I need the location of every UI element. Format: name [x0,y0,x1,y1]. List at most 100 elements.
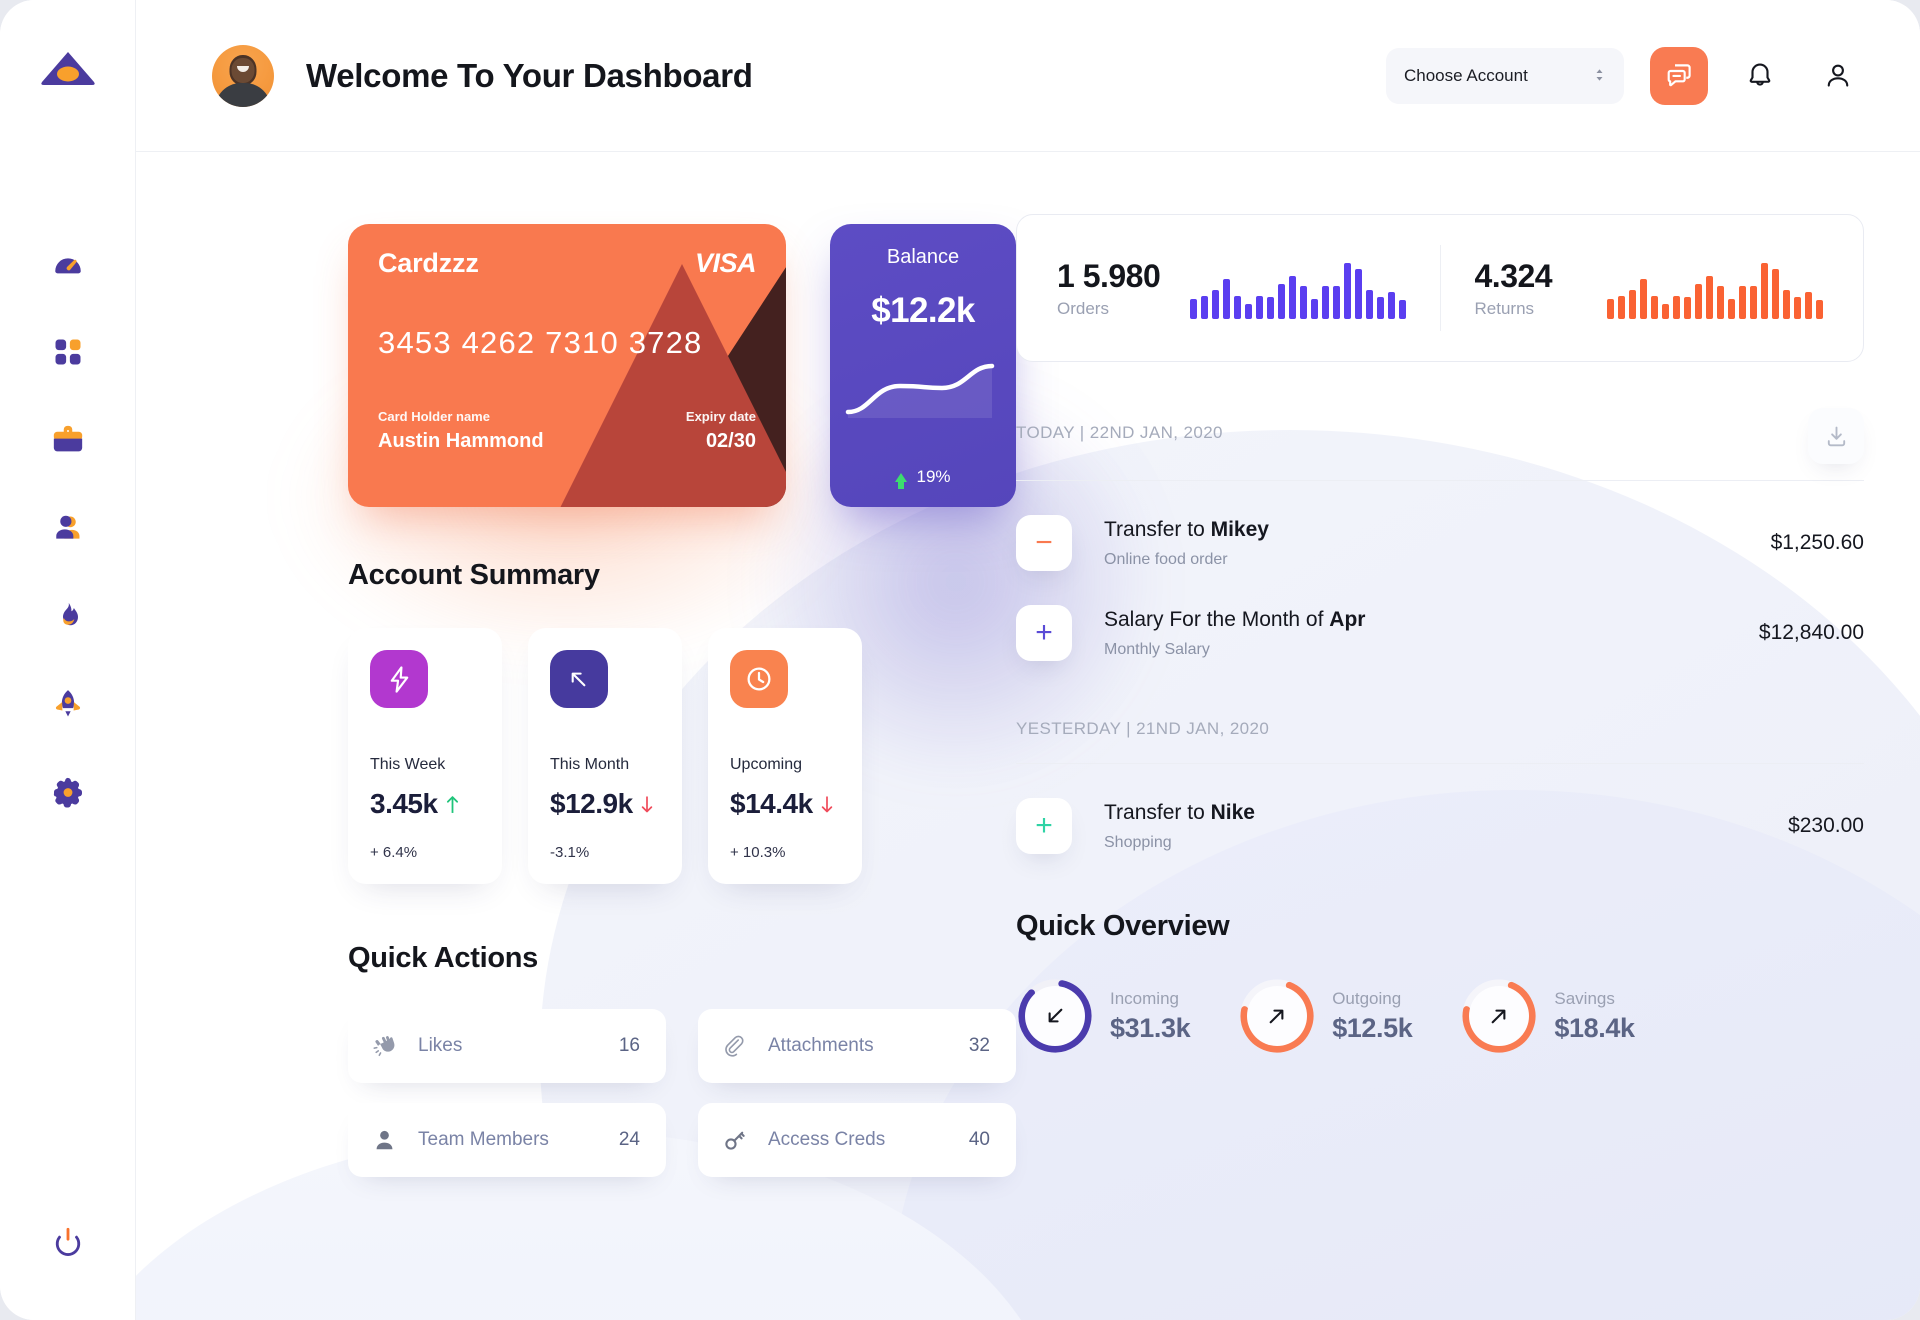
balance-card[interactable]: Balance $12.2k 19% [830,224,1016,507]
bar [1695,284,1702,319]
transaction-amount: $230.00 [1788,814,1864,837]
bar [1794,297,1801,319]
summary-label: Upcoming [730,756,803,773]
topbar: Welcome To Your Dashboard Choose Account [136,0,1920,152]
card-holder-label: Card Holder name [378,409,490,424]
cards-row: Cardzzz VISA 3453 4262 7310 3728 Card Ho… [348,224,1016,507]
returns-bar-chart [1607,257,1823,319]
transaction-title-bold: Apr [1329,607,1366,631]
main-area: Welcome To Your Dashboard Choose Account [136,0,1920,1320]
bar [1299,285,1307,319]
summary-card-upcoming[interactable]: Upcoming $14.4k + 10.3% [708,628,862,884]
incoming-ring [1016,977,1094,1055]
sidebar-item-dashboard[interactable] [40,238,96,290]
card-holder-name: Austin Hammond [378,430,544,452]
quick-overview-title: Quick Overview [1016,910,1230,942]
bar [1387,291,1395,319]
account-select-value: Choose Account [1404,65,1528,85]
overview-outgoing[interactable]: Outgoing $12.5k [1238,977,1413,1055]
profile-button[interactable] [1812,50,1864,102]
card-expiry-value: 02/30 [705,430,756,452]
bar [1398,299,1406,319]
quick-action-label: Attachments [768,1035,874,1056]
transactions-today-header: TODAY | 22ND JAN, 2020 [1016,408,1864,481]
overview-savings[interactable]: Savings $18.4k [1460,977,1635,1055]
overview-value: $12.5k [1332,1012,1413,1043]
bar [1332,286,1340,319]
sidebar-item-settings[interactable] [40,766,96,818]
person-icon [1827,64,1849,87]
summary-pct: -3.1% [550,844,590,861]
sidebar-item-trending[interactable] [40,590,96,642]
overview-label: Savings [1554,988,1615,1008]
person-fill-icon [372,1128,402,1153]
bar [1783,289,1790,319]
notifications-button[interactable] [1734,50,1786,102]
card-number: 3453 4262 7310 3728 [378,325,703,360]
savings-ring [1460,977,1538,1055]
quick-action-label: Access Creds [768,1129,886,1150]
stat-orders: 1 5.980 Orders [1023,245,1440,331]
summary-value: $14.4k [730,788,813,819]
flame-icon [62,603,78,626]
quick-action-label: Likes [418,1035,463,1056]
bar [1629,289,1636,319]
summary-pct: + 10.3% [730,844,786,861]
chat-button[interactable] [1650,46,1708,105]
arrow-up-right-icon [1247,986,1308,1046]
transaction-subtitle: Shopping [1104,833,1172,851]
briefcase-icon [53,425,82,452]
overview-label: Incoming [1110,988,1179,1008]
orders-value: 1 5.980 [1057,257,1161,294]
transaction-sign: + [1016,605,1072,661]
summary-card-this-month[interactable]: This Month $12.9k -3.1% [528,628,682,884]
download-button[interactable] [1808,408,1864,464]
account-select[interactable]: Choose Account [1386,47,1624,104]
bar [1651,295,1658,319]
bar [1354,269,1362,319]
bar [1750,286,1757,319]
bar [1761,263,1768,319]
transaction-row[interactable]: + Transfer to Nike Shopping $230.00 [1016,764,1864,854]
bar [1222,278,1230,319]
quick-action-count: 40 [968,1129,990,1150]
visa-logo: VISA [694,248,757,278]
balance-sparkline [845,363,995,418]
transaction-row[interactable]: − Transfer to Mikey Online food order $1… [1016,481,1864,571]
transaction-subtitle: Monthly Salary [1104,640,1210,658]
clap-icon [372,1034,402,1059]
bar [1211,289,1219,319]
bar [1684,296,1691,319]
right-column: 1 5.980 Orders 4.324 Returns [1016,152,1920,1320]
summary-value: 3.45k [370,788,438,819]
bar [1618,295,1625,319]
transaction-row[interactable]: + Salary For the Month of Apr Monthly Sa… [1016,571,1864,661]
quick-action-access-creds[interactable]: Access Creds 40 [698,1103,1016,1177]
key-icon [722,1128,752,1153]
app-logo[interactable] [36,36,100,100]
bar [1321,286,1329,319]
sidebar-item-team[interactable] [40,502,96,554]
transaction-title-prefix: Transfer to [1104,517,1211,541]
summary-card-this-week[interactable]: This Week 3.45k + 6.4% [348,628,502,884]
quick-action-attachments[interactable]: Attachments 32 [698,1009,1016,1083]
grid-icon [55,339,80,365]
avatar[interactable] [212,44,274,107]
quick-action-team-members[interactable]: Team Members 24 [348,1103,666,1177]
summary-pct: + 6.4% [370,844,418,861]
sidebar-item-launch[interactable] [40,678,96,730]
sidebar-item-projects[interactable] [40,414,96,466]
transaction-amount: $12,840.00 [1758,621,1864,644]
transaction-sign: − [1016,515,1072,571]
bar [1607,298,1614,319]
overview-incoming[interactable]: Incoming $31.3k [1016,977,1191,1055]
user-icon [55,515,79,539]
quick-action-label: Team Members [418,1129,549,1150]
bar [1288,276,1296,319]
balance-delta-value: 19% [916,467,951,486]
left-column: Cardzzz VISA 3453 4262 7310 3728 Card Ho… [136,152,1016,1320]
sidebar-item-apps[interactable] [40,326,96,378]
quick-action-likes[interactable]: Likes 16 [348,1009,666,1083]
credit-card[interactable]: Cardzzz VISA 3453 4262 7310 3728 Card Ho… [348,224,786,507]
power-button[interactable] [51,1225,85,1264]
